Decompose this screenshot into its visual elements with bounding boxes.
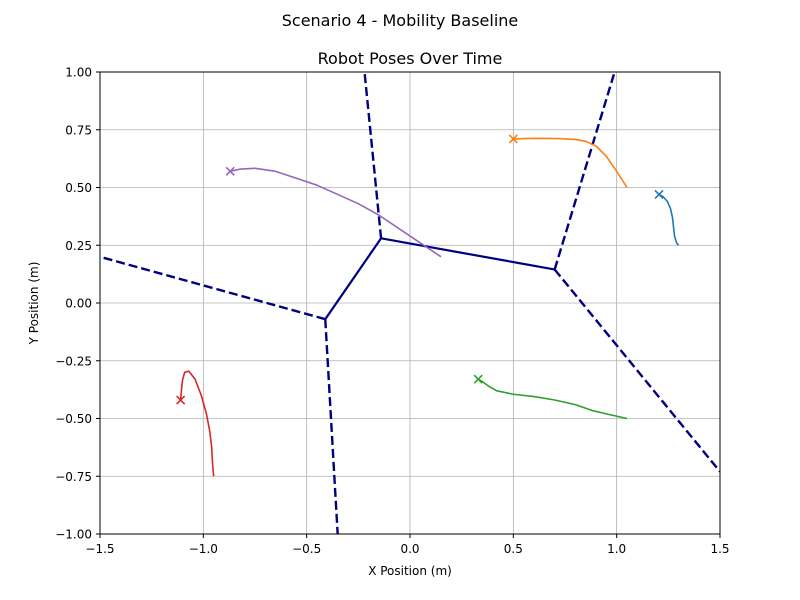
robot-final-pose-marker [508, 134, 518, 144]
robot-trajectory-line [179, 370, 215, 477]
voronoi-dashed-edge [363, 72, 383, 239]
x-tick-label: 1.5 [710, 542, 729, 556]
y-tick-label: −0.25 [55, 354, 92, 368]
robot-final-pose-marker [473, 374, 483, 384]
y-tick-label: 0.50 [65, 181, 92, 195]
voronoi-dashed-edge [553, 268, 720, 473]
x-tick-label: 0.5 [504, 542, 523, 556]
y-tick-label: 0.75 [65, 123, 92, 137]
voronoi-solid-edge [323, 236, 383, 321]
robot-final-pose-marker [225, 166, 235, 176]
robot-trajectory-line [477, 378, 628, 420]
plot-area: −1.5 −1.0 −0.5 0.0 0.5 1.0 1.5 −1.00 −0.75 −0.50 −… [55, 66, 729, 557]
robot-trajectory-line [658, 193, 680, 246]
x-tick-label: −0.5 [292, 542, 321, 556]
robot-final-pose-marker [176, 395, 186, 405]
figure-suptitle: Scenario 4 - Mobility Baseline [282, 11, 519, 30]
y-tick-label: −0.75 [55, 470, 92, 484]
y-tick-label: 0.00 [65, 297, 92, 311]
y-tick-label: −1.00 [55, 528, 92, 542]
y-tick-label: 1.00 [65, 66, 92, 80]
y-axis-label: Y Position (m) [27, 262, 41, 346]
voronoi-solid-edge [379, 237, 556, 271]
y-tick-label: −0.50 [55, 412, 92, 426]
robot-final-pose-marker [654, 189, 664, 199]
x-axis-label: X Position (m) [368, 564, 452, 578]
x-tick-label: −1.0 [189, 542, 218, 556]
x-tick-label: 0.0 [400, 542, 419, 556]
robot-trajectory-line [513, 137, 628, 188]
voronoi-dashed-edge [324, 319, 339, 534]
robot-trajectory-line [230, 167, 442, 258]
plot-content [100, 72, 720, 534]
y-tick-label: 0.25 [65, 239, 92, 253]
x-tick-label: 1.0 [607, 542, 626, 556]
chart-title: Robot Poses Over Time [318, 49, 503, 68]
x-tick-label: −1.5 [85, 542, 114, 556]
voronoi-dashed-edge [553, 72, 616, 270]
